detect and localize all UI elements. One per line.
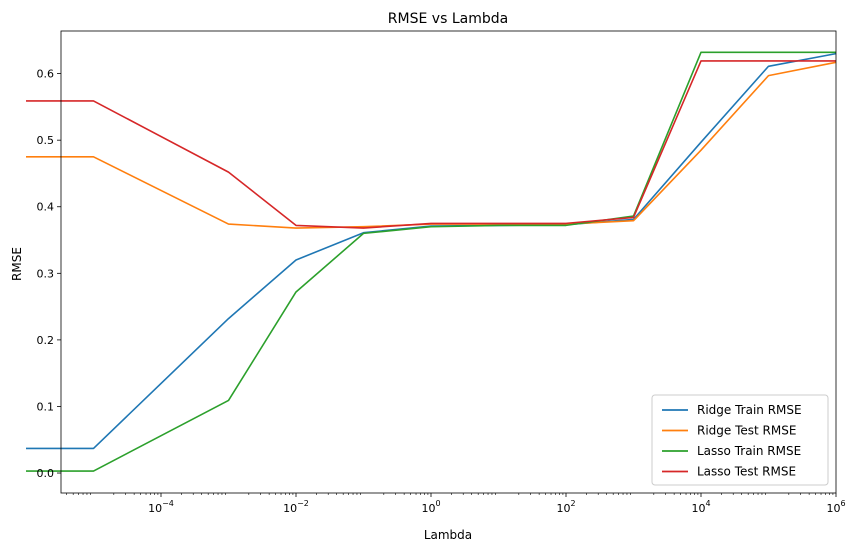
legend-label: Lasso Train RMSE	[697, 444, 801, 458]
series-layer	[26, 51, 837, 472]
x-tick-label: 10−2	[283, 499, 309, 515]
y-tick-label: 0.3	[37, 267, 55, 280]
y-ticks: 0.0 0.1 0.2 0.3 0.4 0.5 0.6	[37, 68, 61, 480]
x-tick-base: 10	[556, 502, 570, 515]
x-tick-base: 10	[691, 502, 705, 515]
x-tick-label: 10−4	[148, 499, 174, 515]
x-tick-exponent: −2	[297, 499, 309, 508]
x-tick-label: 104	[691, 499, 710, 515]
legend-label: Ridge Test RMSE	[697, 424, 796, 438]
x-tick-exponent: −4	[162, 499, 174, 508]
x-tick-exponent: 0	[435, 499, 440, 508]
legend: Ridge Train RMSE Ridge Test RMSE Lasso Tra…	[651, 394, 829, 486]
series-line-lasso-train-rmse	[26, 51, 836, 472]
y-tick-label: 0.2	[37, 334, 55, 347]
plot-frame	[60, 30, 837, 494]
y-tick-label: 0.0	[37, 467, 55, 480]
x-axis-label: Lambda	[424, 528, 472, 542]
legend-label: Lasso Test RMSE	[697, 465, 796, 479]
x-tick-base: 10	[826, 502, 840, 515]
y-tick-label: 0.6	[37, 68, 55, 81]
y-axis-label: RMSE	[10, 247, 24, 281]
x-tick-exponent: 6	[840, 499, 845, 508]
series-line-ridge-test-rmse	[26, 61, 837, 229]
legend-label: Ridge Train RMSE	[697, 403, 802, 417]
x-minor-ticks	[66, 493, 834, 495]
x-tick-exponent: 2	[570, 499, 575, 508]
x-tick-base: 10	[148, 502, 162, 515]
x-tick-label: 100	[421, 499, 440, 515]
chart-title: RMSE vs Lambda	[388, 11, 508, 27]
x-tick-base: 10	[283, 502, 297, 515]
series-line-lasso-test-rmse	[26, 60, 836, 229]
y-tick-label: 0.4	[37, 201, 55, 214]
x-tick-label: 106	[826, 499, 845, 515]
y-tick-label: 0.1	[37, 400, 55, 413]
x-tick-label: 102	[556, 499, 575, 515]
series-line-ridge-train-rmse	[26, 52, 837, 450]
x-tick-exponent: 4	[705, 499, 710, 508]
x-tick-base: 10	[421, 502, 435, 515]
legend-box	[651, 394, 829, 486]
y-tick-label: 0.5	[37, 134, 55, 147]
x-ticks: 10−4 10−2 100 102 104 106	[148, 493, 846, 515]
